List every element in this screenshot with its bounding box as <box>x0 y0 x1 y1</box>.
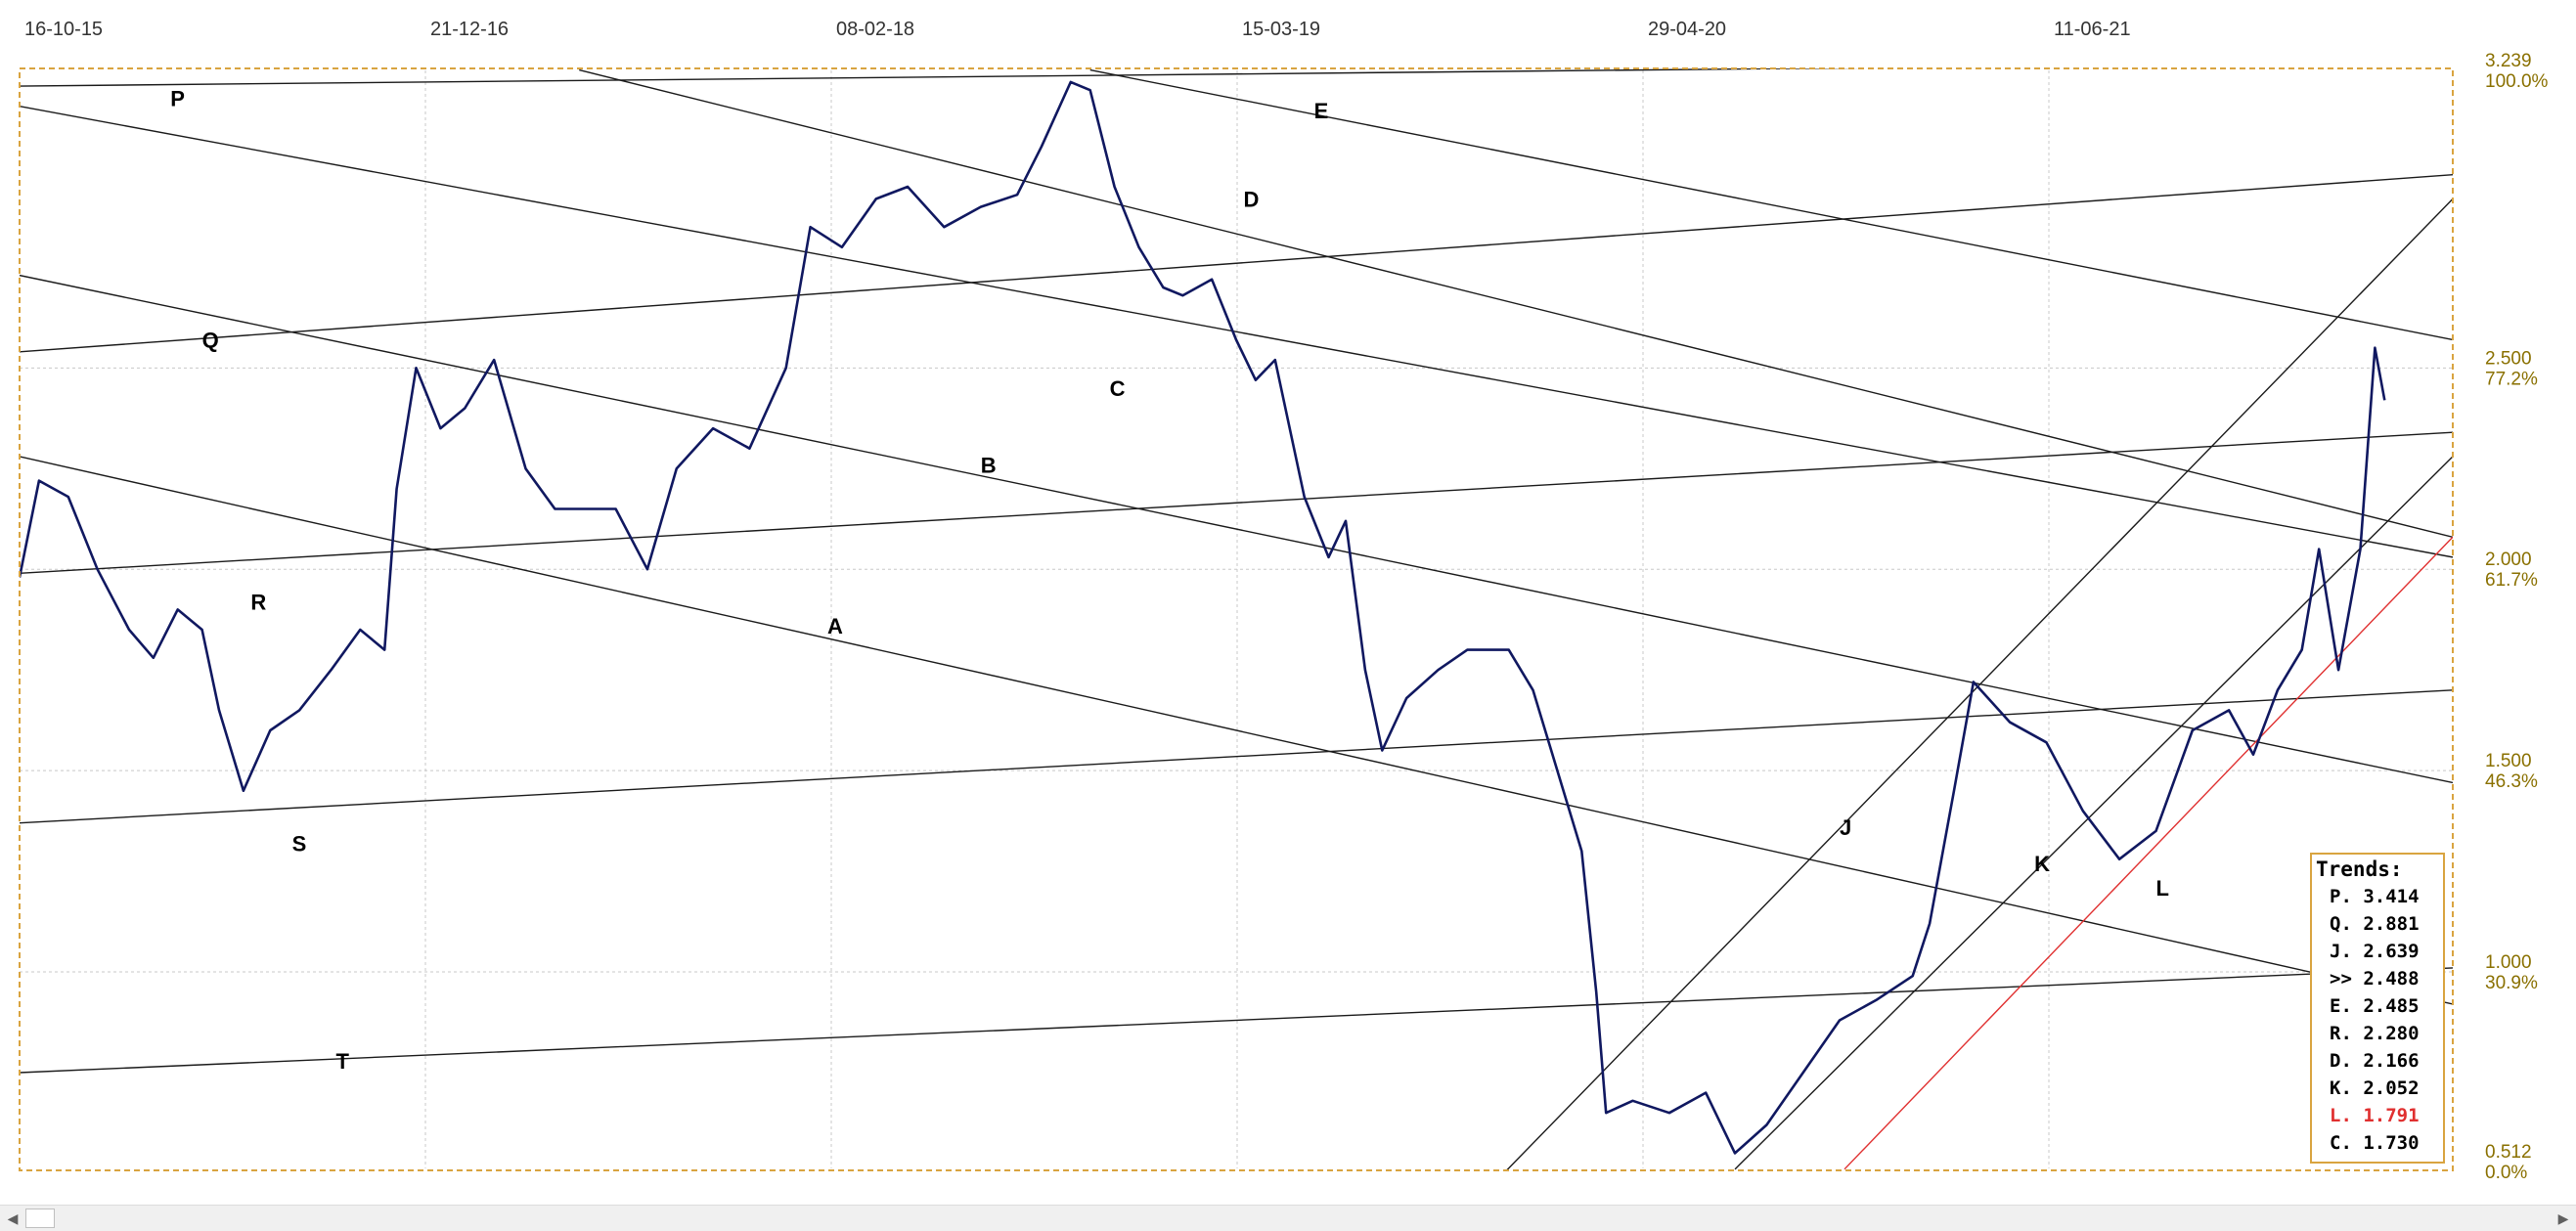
trends-title: Trends: <box>2316 857 2403 881</box>
trend-line-T <box>20 967 2453 1074</box>
y-tick-price: 3.239 <box>2485 51 2532 71</box>
x-tick-label: 08-02-18 <box>836 19 914 40</box>
trend-label-S: S <box>292 831 307 856</box>
chevron-right-icon[interactable]: ▶ <box>2557 1209 2569 1226</box>
trend-line-Q <box>20 173 2453 353</box>
trend-line-labels: P Q R S T A B C D E J K L <box>170 87 2169 1074</box>
trend-row: Q. 2.881 <box>2330 913 2420 935</box>
trend-label-P: P <box>170 87 185 111</box>
trend-row: D. 2.166 <box>2330 1050 2420 1072</box>
x-tick-label: 21-12-16 <box>430 19 509 40</box>
chevron-left-icon[interactable]: ◀ <box>7 1209 19 1226</box>
trend-label-Q: Q <box>202 329 219 353</box>
price-series <box>20 80 2386 1155</box>
trend-row: L. 1.791 <box>2330 1105 2420 1126</box>
plot-frame <box>19 67 2454 1171</box>
trend-label-T: T <box>335 1049 349 1074</box>
trend-label-K: K <box>2034 852 2050 876</box>
y-tick-price: 0.512 <box>2485 1142 2532 1163</box>
trend-label-C: C <box>1110 376 1126 401</box>
price-line <box>20 80 2386 1155</box>
trend-line-B <box>20 274 2453 784</box>
gridlines <box>20 70 2453 1168</box>
y-tick-price: 2.000 <box>2485 550 2532 570</box>
trend-row: C. 1.730 <box>2330 1132 2420 1154</box>
trend-line-K <box>1734 456 2453 1170</box>
trend-line-R <box>20 431 2453 575</box>
trend-row: R. 2.280 <box>2330 1023 2420 1044</box>
y-tick-price: 1.000 <box>2485 952 2532 973</box>
x-tick-label: 29-04-20 <box>1648 19 1726 40</box>
trend-line-A <box>20 456 2453 1005</box>
trend-row: >> 2.488 <box>2330 968 2420 989</box>
trends-panel: Trends: P. 3.414 Q. 2.881 J. 2.639 >> 2.488… <box>2310 853 2445 1164</box>
x-axis-labels: 16-10-15 21-12-16 08-02-18 15-03-19 29-04-20… <box>24 19 2131 40</box>
x-tick-label: 11-06-21 <box>2054 19 2131 40</box>
trend-lines <box>20 68 2453 1170</box>
x-tick-label: 15-03-19 <box>1242 19 1320 40</box>
y-tick-percent: 0.0% <box>2485 1163 2527 1183</box>
trend-row: J. 2.639 <box>2330 941 2420 962</box>
trend-label-R: R <box>250 590 266 614</box>
trend-label-D: D <box>1243 188 1259 212</box>
trend-label-B: B <box>981 453 997 477</box>
trend-label-J: J <box>1840 815 1851 840</box>
scrollbar-thumb[interactable] <box>25 1209 55 1228</box>
trend-row: P. 3.414 <box>2330 886 2420 907</box>
x-tick-label: 16-10-15 <box>24 19 103 40</box>
trend-label-A: A <box>827 614 843 638</box>
y-tick-percent: 30.9% <box>2485 973 2538 993</box>
price-chart: 16-10-15 21-12-16 08-02-18 15-03-19 29-04-20… <box>19 19 2549 1183</box>
trend-row: E. 2.485 <box>2330 995 2420 1017</box>
trend-line-D <box>579 68 2453 538</box>
y-tick-percent: 100.0% <box>2485 71 2549 92</box>
y-tick-percent: 46.3% <box>2485 771 2538 792</box>
trend-row: K. 2.052 <box>2330 1077 2420 1099</box>
trend-line-P <box>20 68 1868 87</box>
trend-line-E <box>1089 68 2453 341</box>
trend-label-E: E <box>1314 99 1329 123</box>
trends-list: P. 3.414 Q. 2.881 J. 2.639 >> 2.488 E. 2.485… <box>2312 883 2443 1157</box>
trend-line-S <box>20 689 2453 824</box>
trend-label-L: L <box>2155 876 2168 901</box>
y-tick-price: 2.500 <box>2485 348 2532 369</box>
trend-line-L <box>1843 536 2453 1170</box>
horizontal-scrollbar[interactable]: ◀ ▶ <box>0 1205 2576 1231</box>
y-tick-percent: 61.7% <box>2485 570 2538 591</box>
trend-line-C <box>20 105 2453 558</box>
y-tick-price: 1.500 <box>2485 751 2532 771</box>
y-tick-percent: 77.2% <box>2485 369 2538 389</box>
